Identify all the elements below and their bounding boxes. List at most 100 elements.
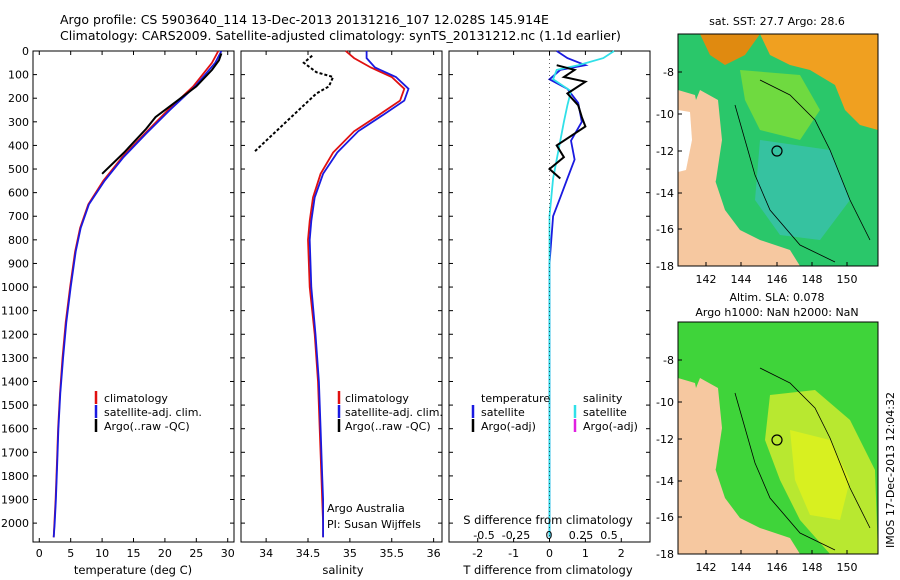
depth-tick-label: 900 [8,257,29,270]
depth-tick-label: 1600 [1,423,29,436]
legend-label-satellite: satellite-adj. clim. [104,406,202,419]
lat-tick-label: -12 [656,433,674,446]
sst-missing-west [678,110,692,172]
sla-lat-ticks: -8 -10 -12 -14 -16 -18 [656,354,682,561]
x-tick-label: 35 [343,547,357,560]
sst-cool-patch [740,70,820,140]
difference-xlabel-top: S difference from climatology [463,513,633,527]
lat-tick-label: -10 [656,108,674,121]
sst-isobath [734,104,836,263]
depth-tick-label: 500 [8,163,29,176]
depth-tick-label: 100 [8,69,29,82]
lat-tick-label: -14 [656,475,674,488]
sla-cape-york [680,378,722,520]
sst-warm-region [760,34,878,130]
sla-lon-ticks: 142 144 146 148 150 [696,550,858,574]
depth-tick-label: 700 [8,210,29,223]
salinity-depth-ticks [241,50,442,524]
depth-tick-label: 1300 [1,352,29,365]
imos-stamp: IMOS 17-Dec-2013 12:04:32 [884,392,897,548]
sst-hot-core [700,34,760,65]
salinity-legend: climatology satellite-adj. clim. Argo(..… [337,391,443,433]
x-tick-label: 0 [36,547,43,560]
series-line [547,64,588,180]
depth-tick-label: 1500 [1,399,29,412]
difference-x-axis: -2 -1 0 1 2 [472,51,625,560]
lat-tick-label: -12 [656,145,674,158]
top-tick-5: 0.5 [600,529,618,542]
lat-tick-label: -16 [656,223,674,236]
depth-tick-label: 1700 [1,446,29,459]
depth-axis: 0 100 200 300 400 500 600 700 800 900 1000 1100 1200… [1,45,234,530]
salinity-axes-box [240,50,443,543]
x-tick-label: 20 [158,547,172,560]
legend-label-temp-satellite: satellite [481,406,525,419]
x-tick-label: -2 [472,547,483,560]
lon-tick-label: 144 [731,273,752,286]
x-tick-label: -1 [508,547,519,560]
x-tick-label: 15 [127,547,141,560]
lat-tick-label: -16 [656,511,674,524]
depth-tick-label: 1900 [1,494,29,507]
sst-map-title: sat. SST: 27.7 Argo: 28.6 [709,15,845,28]
lon-tick-label: 144 [731,561,752,574]
x-tick-label: 0 [546,547,553,560]
x-tick-label: 2 [618,547,625,560]
depth-tick-label: 1800 [1,470,29,483]
sla-map-title-2: Argo h1000: NaN h2000: NaN [695,306,858,319]
top-tick-2: -0.25 [502,529,530,542]
legend-label-climatology: climatology [345,392,409,405]
sst-map-panel: sat. SST: 27.7 Argo: 28.6 142 144 146 148 15… [656,15,879,286]
legend-label-climatology: climatology [104,392,168,405]
lat-tick-label: -10 [656,396,674,409]
legend-label-sal-satellite: satellite [583,406,627,419]
depth-tick-label: 200 [8,92,29,105]
sla-map [678,322,878,554]
sst-isobath-2 [759,79,871,241]
depth-tick-label: 1000 [1,281,29,294]
argo-float-marker [771,434,783,446]
lon-tick-label: 148 [802,273,823,286]
difference-depth-ticks [449,50,650,524]
header-line-1: Argo profile: CS 5903640_114 13-Dec-2013… [60,12,549,27]
temperature-xlabel: temperature (deg C) [74,563,192,577]
x-tick-label: 35.5 [380,547,405,560]
sst-mid-patch [755,140,850,240]
sst-map [678,34,878,266]
depth-tick-label: 1200 [1,328,29,341]
lat-tick-label: -8 [663,354,674,367]
series-line [101,53,223,175]
top-tick-4: 0.25 [569,529,594,542]
x-tick-label: 25 [189,547,203,560]
legend-label-temp-argo: Argo(-adj) [481,420,536,433]
series-line [52,50,223,538]
sla-map-frame [677,321,879,555]
series-line [548,50,615,538]
salinity-x-axis: 34 34.5 35 35.5 36 [259,51,441,560]
series-line [308,51,410,538]
difference-panel: -2 -1 0 1 2 T difference from climatology S … [448,50,651,577]
top-tick-1: -0.5 [473,529,494,542]
legend-label-sal-argo: Argo(-adj) [583,420,638,433]
lon-tick-label: 142 [696,561,717,574]
temperature-x-axis: 0 5 10 15 20 25 30 [36,51,235,560]
sla-map-title-1: Altim. SLA: 0.078 [729,291,824,304]
temperature-panel: 0100200300400500600700800900100011001200… [1,45,235,577]
legend-label-argo: Argo(..raw -QC) [345,420,431,433]
legend-header-salinity: salinity [583,392,623,405]
lon-tick-label: 146 [767,273,788,286]
difference-lines [547,50,615,542]
sla-isobath-2 [759,367,871,529]
depth-tick-label: 300 [8,116,29,129]
depth-tick-label: 1100 [1,305,29,318]
legend-label-satellite: satellite-adj. clim. [345,406,443,419]
x-tick-label: 1 [582,547,589,560]
lat-tick-label: -8 [663,66,674,79]
lat-tick-label: -18 [656,548,674,561]
argo-float-marker [771,145,783,157]
sst-lon-ticks: 142 144 146 148 150 [696,262,858,286]
legend-header-temperature: temperature [481,392,550,405]
temperature-lines [52,50,223,538]
x-tick-label: 10 [95,547,109,560]
